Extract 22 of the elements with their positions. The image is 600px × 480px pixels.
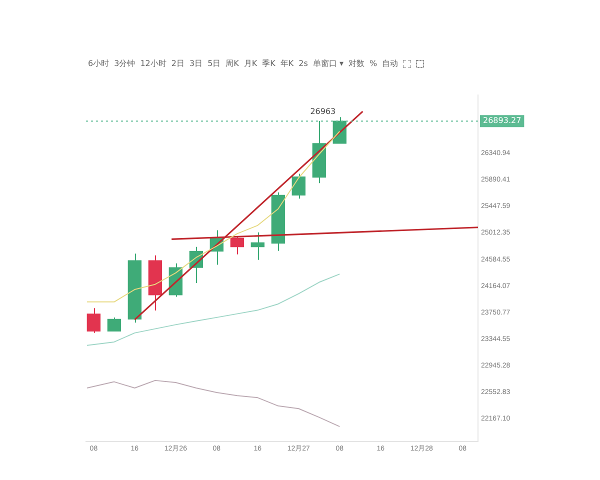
text: 周K xyxy=(226,58,239,69)
text: 3日 xyxy=(189,58,203,69)
text: 3分钟 xyxy=(114,58,136,69)
candlestick xyxy=(230,236,244,255)
candlestick xyxy=(292,173,306,200)
text: 2s xyxy=(298,59,308,68)
text: 2日 xyxy=(171,58,184,69)
text: 自动 xyxy=(382,58,398,69)
text: 6小时 xyxy=(88,58,110,69)
candlestick xyxy=(250,232,264,260)
text: 单窗口 ▾ xyxy=(312,58,344,69)
text: 年K xyxy=(280,58,294,69)
text: 对数 xyxy=(348,58,364,69)
candlestick xyxy=(86,308,101,334)
candlestick xyxy=(107,316,122,332)
text: 12小时 xyxy=(140,58,166,69)
ref-line-label: 26893.27 xyxy=(483,116,522,126)
text: 季K xyxy=(262,58,276,69)
text: 5日 xyxy=(208,58,221,69)
text: 月K xyxy=(244,58,258,69)
annotation: 26963 xyxy=(310,107,336,116)
text: % xyxy=(369,59,378,68)
